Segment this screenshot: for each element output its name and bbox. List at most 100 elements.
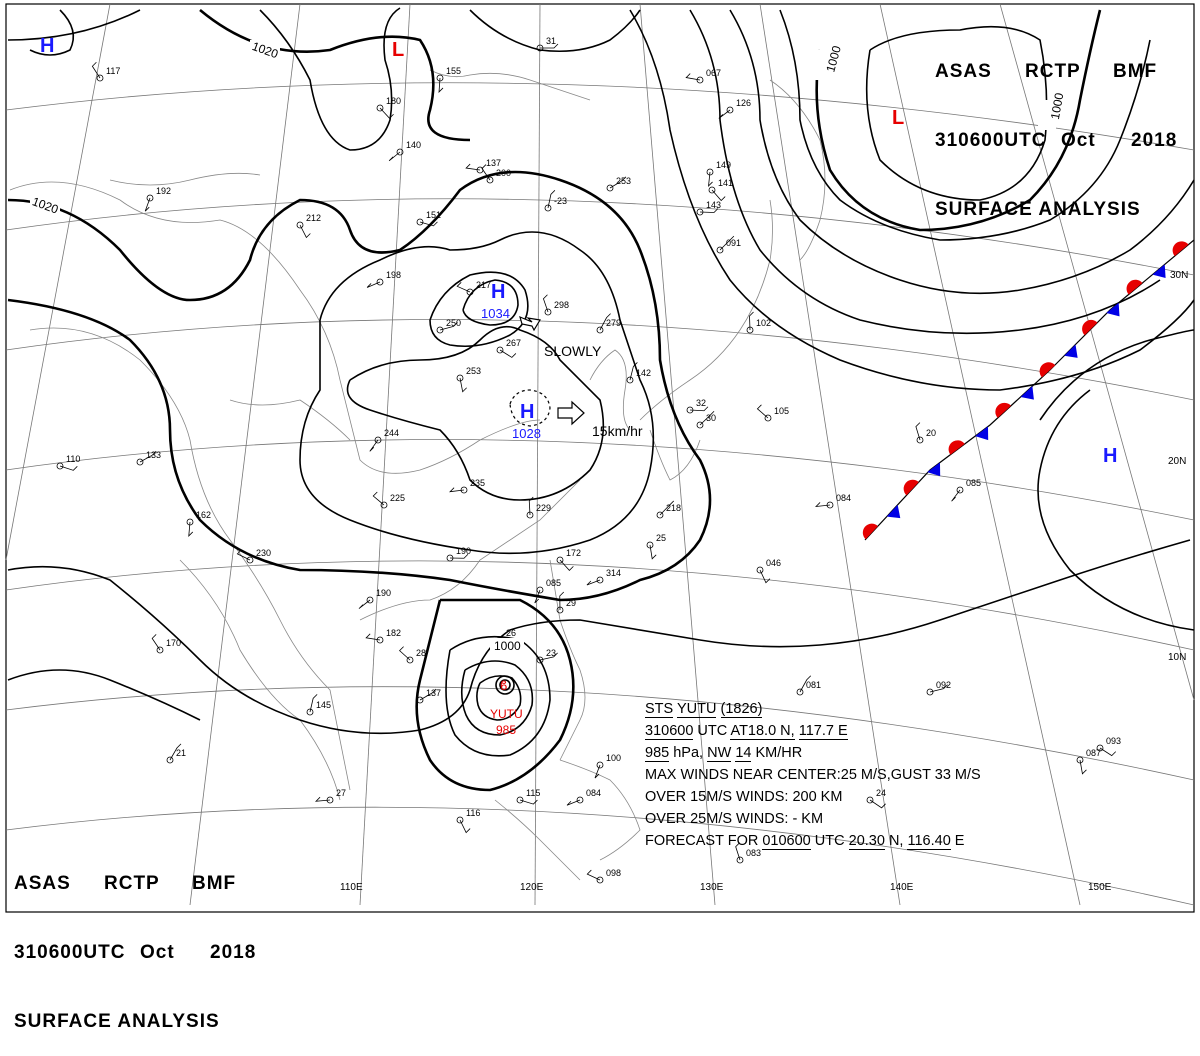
station-circle [596, 576, 604, 584]
wind-barb [594, 764, 601, 779]
station-value: 091 [726, 238, 741, 248]
station-value: 084 [586, 788, 601, 798]
wind-barb [699, 410, 715, 426]
lat-label-30n: 30N [1170, 270, 1188, 281]
station-circle [516, 796, 524, 804]
station-value: 21 [176, 748, 186, 758]
station-circle [796, 688, 804, 696]
wind-barb [599, 313, 611, 331]
wind-barb [1079, 759, 1087, 775]
wind-barb [735, 842, 741, 861]
storm-lat: AT18.0 N, [730, 723, 795, 740]
header-time: 310600UTC [935, 130, 1047, 151]
front-cold-triangles [886, 264, 1166, 519]
station-circle [696, 76, 704, 84]
wind-barb [499, 349, 517, 358]
cold-front-triangle [1064, 344, 1078, 358]
wind-barb [559, 559, 574, 571]
isobar-labels: 1020 1020 1000 1000 1000 [30, 39, 1066, 653]
header-station: RCTP [1025, 61, 1081, 82]
station-value: 116 [466, 808, 480, 818]
front-line [864, 239, 1195, 541]
station-value: 092 [936, 680, 951, 690]
station-circle [376, 278, 384, 286]
station-value: 250 [446, 318, 461, 328]
station-circle [596, 326, 604, 334]
wind-barb [711, 189, 726, 202]
weather-map: 31180155140137200-2325315121219219821729… [5, 3, 1195, 913]
wind-barb [547, 190, 556, 209]
high-value-1034: 1034 [481, 306, 510, 321]
station-value: 267 [506, 338, 521, 348]
storm-class: STS [645, 701, 674, 718]
wind-barb [542, 294, 549, 313]
graticule-parallels [5, 82, 1195, 906]
station-value: 190 [456, 546, 471, 556]
storm-line-4: MAX WINDS NEAR CENTER:25 M/S,GUST 33 M/S [645, 767, 981, 783]
station-value: 100 [606, 753, 621, 763]
wind-barb [438, 77, 444, 94]
warm-front-scallop [1172, 241, 1189, 257]
storm-lon: 117.7 E [798, 723, 848, 740]
wind-barb [91, 61, 101, 79]
footer-agency: ASAS [14, 873, 71, 894]
station-value: 218 [666, 503, 681, 513]
station-value: 198 [386, 270, 401, 280]
station-value: 155 [446, 66, 461, 76]
station-circle [486, 176, 494, 184]
station-circle [136, 458, 144, 466]
wind-barb [448, 487, 465, 493]
station-value: 105 [774, 406, 789, 416]
pressure-centers: H L L H 1034 H 1028 H [40, 35, 1117, 467]
station-value: 31 [546, 36, 556, 46]
station-circle [296, 221, 304, 229]
station-value: 244 [384, 428, 399, 438]
typhoon-info-box: STS YUTU (1826) 310600 UTC AT18.0 N, 117… [645, 698, 981, 852]
station-circle [926, 688, 934, 696]
lat-label-10n: 10N [1168, 652, 1186, 663]
wind-barb [388, 151, 401, 162]
wind-barb [449, 553, 469, 559]
stationary-front [862, 239, 1195, 541]
station-circle [596, 876, 604, 884]
station-circle [656, 511, 664, 519]
station-circle [606, 184, 614, 192]
wind-barb [481, 164, 491, 181]
wind-barb [419, 221, 438, 227]
station-value: 20 [926, 428, 936, 438]
station-value: 230 [256, 548, 271, 558]
wind-barb [756, 404, 769, 419]
station-circle [646, 541, 654, 549]
wind-barb [188, 521, 194, 538]
storm-line-6: OVER 25M/S WINDS: - KM [645, 811, 824, 827]
station-circle [764, 414, 772, 422]
header-product: SURFACE ANALYSIS [935, 199, 1141, 220]
station-value: 137 [426, 688, 441, 698]
storm-line-1: STS YUTU (1826) [645, 698, 981, 720]
wind-barb [59, 465, 78, 471]
forecast-time-unit: UTC [814, 833, 845, 849]
station-circle [916, 436, 924, 444]
station-value: 32 [696, 398, 706, 408]
wind-barb [586, 869, 601, 881]
wind-barb [309, 694, 318, 713]
storm-speed: 14 [735, 745, 752, 762]
station-value: 093 [1106, 736, 1121, 746]
wind-barb [659, 500, 675, 516]
storm-time: 310600 [645, 723, 694, 740]
warm-front-scallop [1039, 362, 1056, 378]
isobar-label-1000-b: 1000 [1048, 91, 1066, 120]
footer-station: RCTP [104, 873, 160, 894]
station-value: 29 [566, 598, 576, 608]
station-circle [246, 556, 254, 564]
wind-barb [929, 684, 948, 693]
wind-barb [369, 439, 379, 452]
station-value: 279 [606, 318, 621, 328]
wind-barb [465, 163, 481, 171]
station-circle [406, 656, 414, 664]
header-bottom: ASAS RCTP BMF 310600UTC Oct 2018 SURFACE ANA… [14, 826, 256, 1056]
cold-front-triangle [886, 504, 901, 519]
typhoon-pressure: 985 [496, 723, 516, 737]
cold-front-triangle [1106, 302, 1120, 317]
wind-barb [559, 591, 565, 611]
